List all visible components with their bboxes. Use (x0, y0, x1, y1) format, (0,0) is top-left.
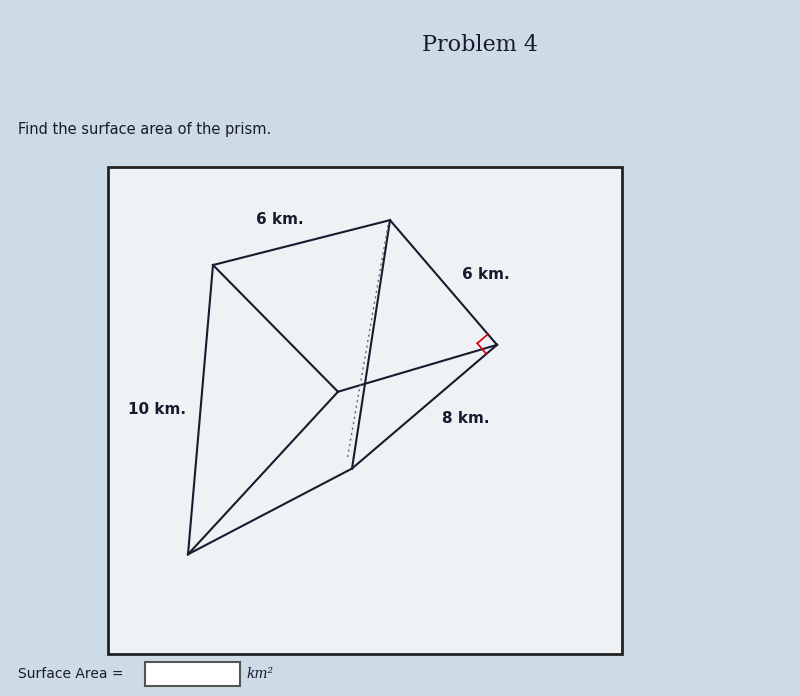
Text: km²: km² (246, 667, 273, 681)
Bar (108, 167, 622, 654)
Text: 6 km.: 6 km. (462, 267, 509, 282)
Text: Problem 4: Problem 4 (422, 34, 538, 56)
Text: 6 km.: 6 km. (256, 212, 303, 227)
Text: Surface Area =: Surface Area = (18, 667, 123, 681)
Text: 10 km.: 10 km. (129, 402, 186, 417)
Text: 8 km.: 8 km. (442, 411, 490, 426)
Text: Find the surface area of the prism.: Find the surface area of the prism. (18, 122, 271, 137)
Bar (145, 662, 240, 686)
